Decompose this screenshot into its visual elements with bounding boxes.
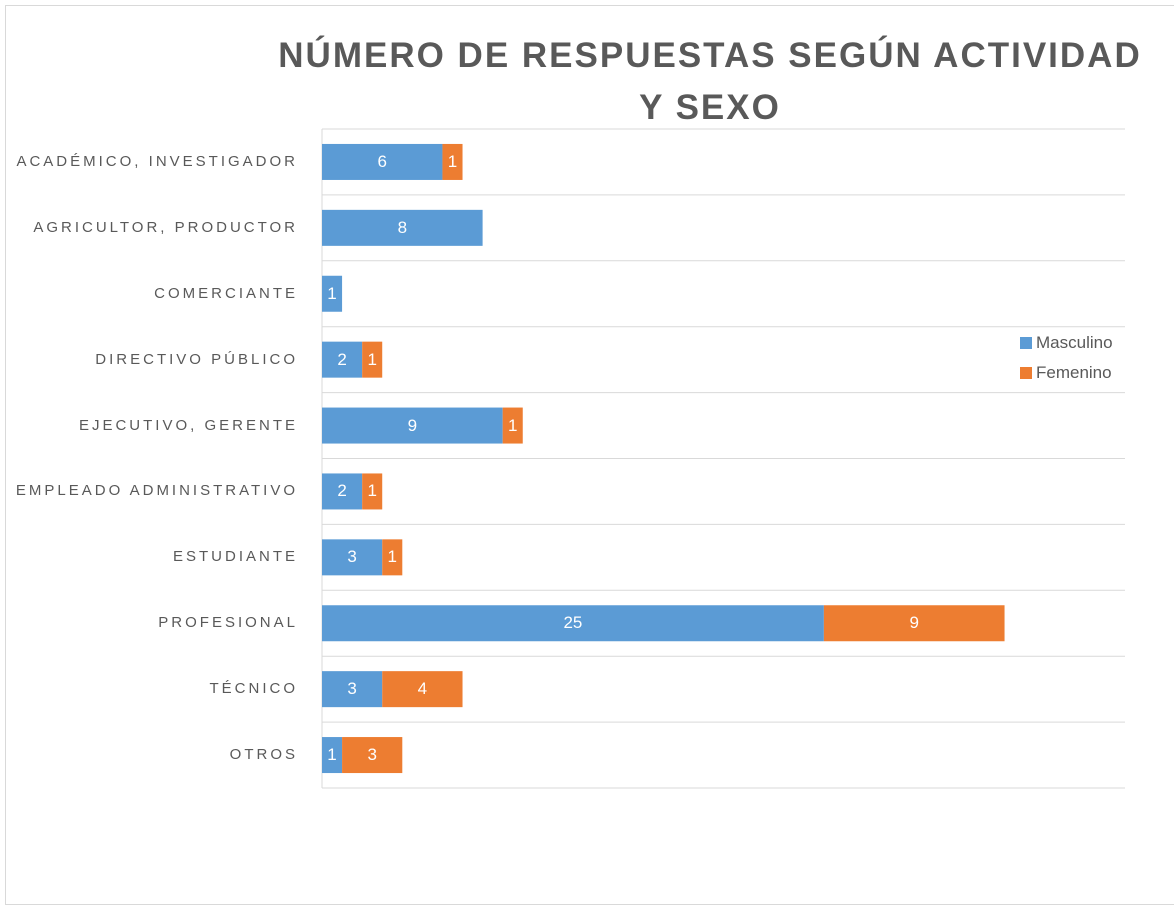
- value-label: 9: [407, 415, 418, 435]
- value-label: 1: [447, 151, 458, 171]
- bar-segment: [322, 275, 343, 312]
- bar-segment: [442, 143, 463, 180]
- value-label: 2: [337, 481, 347, 501]
- bar-segment: [322, 737, 343, 774]
- y-tick-text: EJECUTIVO, GERENTE: [78, 416, 298, 434]
- y-tick-text: DIRECTIVO PÚBLICO: [95, 350, 298, 368]
- y-tick-text: EMPLEADO ADMINISTRATIVO: [15, 482, 298, 500]
- y-tick-label: ESTUDIANTE: [10, 546, 298, 568]
- value-label: 3: [347, 679, 357, 699]
- bar-segment: [322, 341, 363, 378]
- legend-label: Femenino: [1036, 363, 1112, 382]
- bar-segment: [322, 209, 483, 246]
- y-tick-text: ESTUDIANTE: [172, 548, 298, 566]
- value-label: 2: [337, 349, 347, 369]
- value-label: 3: [347, 547, 357, 567]
- legend-swatch: [1020, 337, 1032, 349]
- value-label: 4: [417, 679, 428, 699]
- bar-segment: [502, 407, 523, 444]
- y-tick-text: COMERCIANTE: [154, 284, 298, 302]
- bar-segment: [322, 539, 383, 576]
- bar-segment: [362, 473, 383, 510]
- bar-segment: [823, 605, 1005, 642]
- y-tick-text: OTROS: [229, 746, 298, 764]
- value-label: 1: [367, 481, 377, 501]
- legend-entry: Femenino: [1020, 363, 1112, 383]
- value-label: 8: [397, 217, 408, 237]
- y-tick-label: OTROS: [10, 744, 298, 766]
- legend-entry: Masculino: [1020, 333, 1113, 353]
- y-tick-label: TÉCNICO: [10, 678, 298, 700]
- bar-segment: [322, 605, 824, 642]
- value-label: 9: [909, 613, 919, 633]
- legend-swatch: [1020, 367, 1032, 379]
- bar-segment: [382, 539, 403, 576]
- y-tick-text: AGRICULTOR, PRODUCTOR: [33, 218, 298, 236]
- value-label: 1: [327, 283, 337, 303]
- value-label: 1: [387, 547, 397, 567]
- y-tick-label: EMPLEADO ADMINISTRATIVO: [10, 480, 298, 502]
- y-tick-label: AGRICULTOR, PRODUCTOR: [10, 217, 298, 239]
- bar-segment: [342, 737, 403, 774]
- bar-segment: [322, 407, 503, 444]
- value-label: 3: [367, 745, 377, 765]
- value-label: 6: [377, 151, 387, 171]
- legend-label: Masculino: [1036, 333, 1113, 352]
- value-label: 1: [507, 415, 518, 435]
- page: NÚMERO DE RESPUESTAS SEGÚN ACTIVIDAD Y S…: [5, 5, 1174, 905]
- y-tick-label: DIRECTIVO PÚBLICO: [10, 349, 298, 371]
- y-tick-text: ACADÉMICO, INVESTIGADOR: [16, 152, 298, 170]
- y-tick-label: ACADÉMICO, INVESTIGADOR: [10, 151, 298, 173]
- bar-segment: [362, 341, 383, 378]
- bar-segment: [322, 671, 383, 708]
- bar-segment: [322, 143, 443, 180]
- y-tick-text: PROFESIONAL: [158, 614, 298, 632]
- y-tick-label: PROFESIONAL: [10, 612, 298, 634]
- y-tick-text: TÉCNICO: [209, 680, 298, 698]
- y-tick-label: EJECUTIVO, GERENTE: [10, 415, 298, 437]
- bar-segment: [322, 473, 363, 510]
- bar-segment: [382, 671, 463, 708]
- value-label: 1: [327, 745, 337, 765]
- value-label: 1: [367, 349, 377, 369]
- chart: [321, 128, 1125, 789]
- chart-title: NÚMERO DE RESPUESTAS SEGÚN ACTIVIDAD Y S…: [278, 36, 1142, 127]
- y-tick-label: COMERCIANTE: [10, 283, 298, 305]
- value-label: 25: [563, 613, 583, 633]
